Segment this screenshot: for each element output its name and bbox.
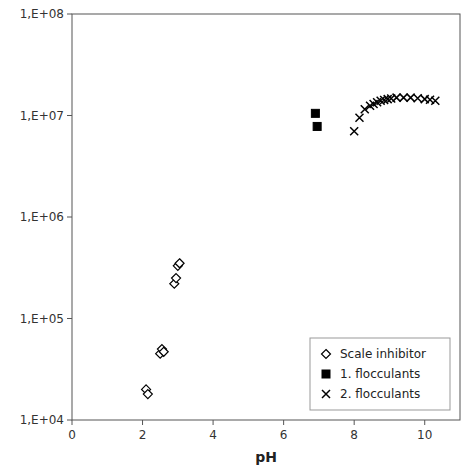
y-tick-label: 1,E+05 bbox=[20, 312, 64, 326]
x-tick bbox=[213, 420, 214, 425]
x-tick bbox=[354, 420, 355, 425]
point bbox=[313, 122, 321, 130]
legend-label: 2. flocculants bbox=[340, 387, 420, 401]
plot-frame bbox=[72, 14, 460, 420]
point bbox=[400, 94, 408, 102]
x-tick-label: 4 bbox=[209, 428, 217, 442]
point bbox=[355, 114, 363, 122]
point bbox=[431, 97, 439, 105]
series bbox=[311, 109, 321, 130]
x-tick bbox=[283, 420, 284, 425]
x-tick-label: 8 bbox=[350, 428, 358, 442]
point bbox=[350, 127, 358, 135]
point bbox=[175, 259, 184, 268]
x-tick-label: 0 bbox=[68, 428, 76, 442]
legend-marker bbox=[322, 370, 330, 378]
y-tick bbox=[67, 115, 72, 116]
legend-marker bbox=[322, 350, 331, 359]
legend-marker bbox=[322, 390, 330, 398]
y-tick-label: 1,E+04 bbox=[20, 413, 64, 427]
legend-label: 1. flocculants bbox=[340, 367, 420, 381]
point bbox=[143, 390, 152, 399]
x-tick bbox=[424, 420, 425, 425]
x-tick bbox=[142, 420, 143, 425]
x-tick-label: 10 bbox=[417, 428, 432, 442]
y-tick bbox=[67, 420, 72, 421]
series bbox=[142, 259, 185, 399]
legend-label: Scale inhibitor bbox=[340, 347, 426, 361]
x-tick-label: 2 bbox=[139, 428, 147, 442]
point bbox=[159, 347, 168, 356]
legend-box bbox=[310, 338, 450, 410]
data-points bbox=[142, 94, 440, 399]
y-tick-label: 1,E+06 bbox=[20, 210, 64, 224]
x-tick bbox=[72, 420, 73, 425]
y-tick-label: 1,E+07 bbox=[20, 109, 64, 123]
chart: 0 2 4 6 8 10 1,E+04 1,E+05 1,E+06 1,E+07 1,E+08 pH S… bbox=[0, 0, 474, 474]
y-tick bbox=[67, 14, 72, 15]
point bbox=[311, 109, 319, 117]
legend: Scale inhibitor 1. flocculants 2. floccula… bbox=[310, 338, 450, 410]
x-tick-label: 6 bbox=[280, 428, 288, 442]
x-axis-label: pH bbox=[255, 449, 277, 465]
point bbox=[361, 105, 369, 113]
y-tick-label: 1,E+08 bbox=[20, 7, 64, 21]
y-tick bbox=[67, 318, 72, 319]
point bbox=[172, 274, 181, 283]
point bbox=[393, 94, 401, 102]
y-tick bbox=[67, 217, 72, 218]
series bbox=[350, 94, 439, 136]
